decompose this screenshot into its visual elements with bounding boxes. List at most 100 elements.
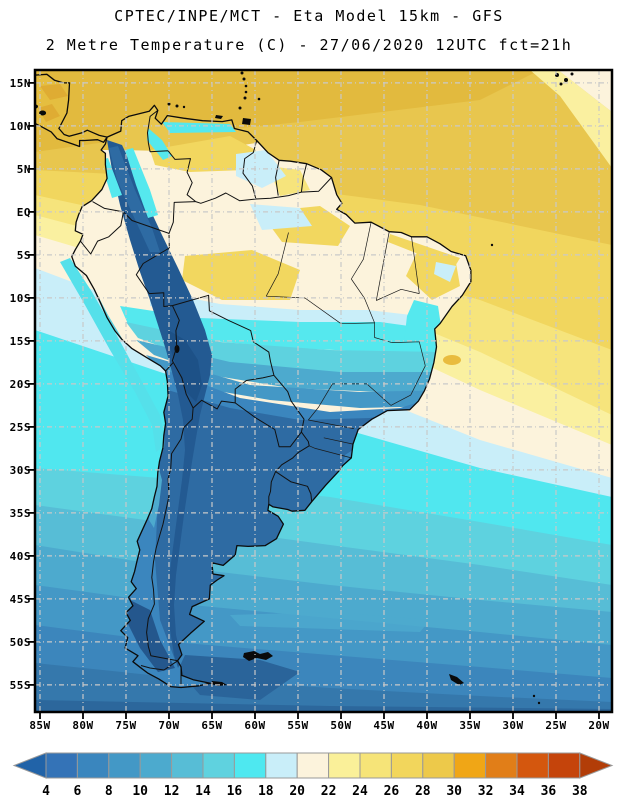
guiana-highlands-cool <box>236 150 286 188</box>
lat-label: 15S <box>10 335 31 348</box>
northeast-coast-yellow <box>388 234 460 268</box>
east-highlands-cyan <box>404 300 444 366</box>
lat-label: 55S <box>10 679 31 692</box>
northeast-cool-patch <box>434 262 456 282</box>
colorbar-tick: 28 <box>415 784 431 799</box>
teal-band-16s <box>126 322 447 375</box>
central-america-hot-patch1 <box>40 84 68 100</box>
colorbar-cell <box>516 752 549 779</box>
colorbar-cell <box>265 752 298 779</box>
cape-verde-island2 <box>564 78 568 82</box>
latitude-axis: 15N 10N 5N EQ 5S 10S 15S 20S 25S 30S 35S… <box>10 77 31 692</box>
colorbar-cell <box>76 752 110 779</box>
blue-band-20s <box>146 355 444 408</box>
colorbar-tick: 32 <box>478 784 494 799</box>
northeast-pale-band <box>530 70 612 168</box>
lon-label: 20W <box>588 719 609 732</box>
lat-label: 5S <box>17 249 31 262</box>
lat-label: 25S <box>10 421 31 434</box>
state-borders <box>265 222 426 459</box>
lat-label: 5N <box>17 163 31 176</box>
lake-nicaragua <box>39 110 47 116</box>
lon-label: 70W <box>158 719 179 732</box>
country-borders <box>80 110 332 685</box>
south-ocean-wisp <box>230 612 430 632</box>
lon-label: 25W <box>545 719 566 732</box>
patagonia-fjords-cold <box>127 600 175 672</box>
colorbar-cell <box>296 752 330 779</box>
lon-label: 85W <box>29 719 50 732</box>
lat-label: 30S <box>10 464 31 477</box>
latitude-longitude-grid <box>35 70 612 712</box>
falkland-islands <box>243 651 273 661</box>
cape-verde-island4 <box>559 82 563 86</box>
lat-label: 10N <box>10 120 31 133</box>
lon-label: 60W <box>244 719 265 732</box>
lat-label: 35S <box>10 507 31 520</box>
lat-label: 40S <box>10 550 31 563</box>
colorbar-cell <box>547 752 581 779</box>
colorbar-tick: 8 <box>105 784 113 799</box>
lon-label: 75W <box>115 719 136 732</box>
venezuela-coastal-range <box>162 122 236 133</box>
colorbar-tick: 36 <box>541 784 557 799</box>
grenada-island <box>238 106 242 110</box>
margarita-island <box>215 115 223 119</box>
lat-label: 20S <box>10 378 31 391</box>
south-america-coastline <box>71 104 472 689</box>
colorbar-tick: 38 <box>572 784 588 799</box>
colorbar-cell <box>171 752 204 779</box>
colorbar-tick: 4 <box>42 784 50 799</box>
band-4-6 <box>35 663 612 712</box>
colorbar-cell <box>359 752 392 779</box>
aruba-island <box>167 102 171 106</box>
colorbar-cell <box>485 752 518 779</box>
colorbar-tick: 6 <box>73 784 81 799</box>
northeast-cream-corner <box>558 70 612 112</box>
colorbar-tick: 10 <box>132 784 148 799</box>
colorbar-cell <box>390 752 424 779</box>
barbados-island <box>257 97 261 101</box>
colorbar-left-arrow <box>12 752 47 779</box>
colorbar-cell <box>422 752 455 779</box>
coastlines <box>35 73 472 689</box>
lon-label: 30W <box>502 719 523 732</box>
central-america-hot-patch2 <box>38 104 60 122</box>
page-title: CPTEC/INPE/MCT - Eta Model 15km - GFS <box>114 7 504 25</box>
colorbar-cell <box>233 752 267 779</box>
page-subtitle: 2 Metre Temperature (C) - 27/06/2020 12U… <box>46 36 573 54</box>
cape-verde-island3 <box>570 72 574 76</box>
colorbar-cell <box>328 752 361 779</box>
bonaire-island <box>182 105 186 109</box>
st-lucia-island <box>244 90 248 94</box>
colorbar-cell <box>45 752 78 779</box>
merida-andes <box>147 128 172 160</box>
lakes-and-islands <box>35 71 574 705</box>
colorbar-cell <box>202 752 235 779</box>
colorbar-tick: 22 <box>321 784 337 799</box>
lat-label: 45S <box>10 593 31 606</box>
steel-band-18s <box>136 340 447 392</box>
south-georgia-island <box>449 674 464 685</box>
colorbar-tick: 24 <box>352 784 368 799</box>
lat-label: 15N <box>10 77 31 90</box>
curacao-island <box>175 104 179 108</box>
dominica-island <box>242 77 246 81</box>
colorbar-right-arrow <box>579 752 614 779</box>
lon-label: 80W <box>72 719 93 732</box>
colorbar-tick: 26 <box>384 784 400 799</box>
st-vincent-island <box>243 96 247 100</box>
lon-label: 40W <box>416 719 437 732</box>
fernando-de-noronha <box>490 243 494 247</box>
colorbar-tick: 34 <box>509 784 525 799</box>
colorbar-cell <box>139 752 173 779</box>
axis-ticks <box>28 82 600 719</box>
atlantic-warm-spot <box>443 355 461 365</box>
colombia-cordillera-east <box>125 148 158 218</box>
colorbar-tick: 16 <box>227 784 243 799</box>
lon-label: 55W <box>287 719 308 732</box>
lon-label: 65W <box>201 719 222 732</box>
lon-label: 35W <box>459 719 480 732</box>
colorbar-tick: 12 <box>164 784 180 799</box>
